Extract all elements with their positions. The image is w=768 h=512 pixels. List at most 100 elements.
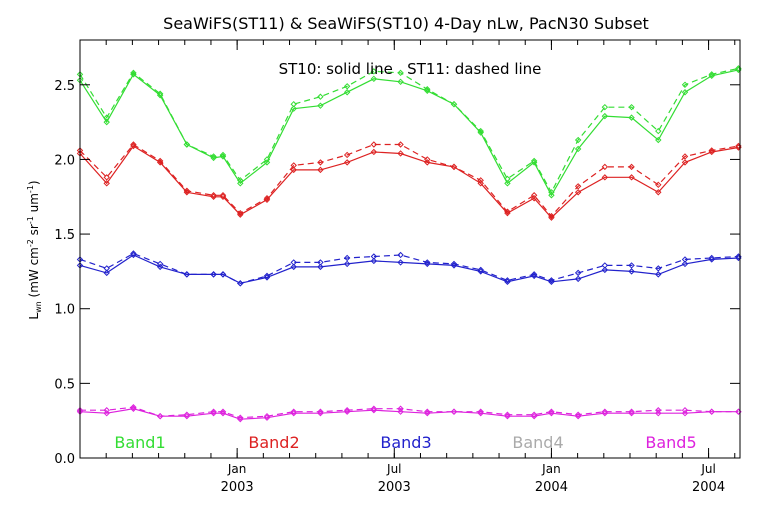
band1-st11-point <box>424 86 431 93</box>
band2-st10-point <box>655 189 662 196</box>
band1-st11-point <box>708 71 715 78</box>
band5-st11-point <box>708 408 715 415</box>
band5-st11-point <box>263 412 271 420</box>
y-tick-label: 0.0 <box>54 452 75 467</box>
band1-st11-point <box>601 103 609 111</box>
band1-st11-point <box>103 114 110 121</box>
plot-frame <box>79 39 741 459</box>
band1-st10-point <box>655 136 662 144</box>
band3-st10-point <box>655 271 662 278</box>
band2-st10-point <box>477 180 484 187</box>
x-tick-month-label: Jul <box>700 462 715 476</box>
band1-st10-point <box>397 78 404 86</box>
band5-st11-point <box>103 407 110 414</box>
band5-st10-point <box>103 410 110 417</box>
band2-st11-point <box>130 141 137 148</box>
legend-band1: Band1 <box>114 433 165 452</box>
band3-st11-point <box>655 265 662 272</box>
band2-st11-point <box>548 212 555 220</box>
x-tick-month-label: Jan <box>227 462 247 476</box>
band3-st11-point <box>156 260 164 268</box>
band3-st11-point <box>317 259 324 266</box>
y-tick-label: 0.5 <box>54 377 75 392</box>
band5-st11-point <box>130 404 137 411</box>
y-axis-label-units: (mW cm <box>27 247 41 297</box>
band3-st11-point <box>397 251 404 259</box>
band2-st11-point <box>655 181 662 189</box>
band2-st11-point <box>263 195 271 202</box>
band2-st11-point <box>628 163 635 171</box>
band3-st10-point <box>628 268 635 275</box>
y-axis-label-end: um <box>27 193 41 216</box>
band1-st11-point <box>219 151 227 159</box>
legend-band4: Band4 <box>512 433 563 452</box>
chart-title: SeaWiFS(ST11) & SeaWiFS(ST10) 4-Day nLw,… <box>163 14 649 33</box>
line-style-annotation: ST10: solid line ST11: dashed line <box>279 60 542 78</box>
band5-st11-point <box>574 411 582 418</box>
band5-st11-point <box>628 408 635 415</box>
band3-st11-point <box>601 262 609 269</box>
band3-st10-point <box>370 257 378 265</box>
band1-st11-point <box>156 90 164 97</box>
band2-st11-point <box>290 162 297 169</box>
band2-st10-point <box>601 174 609 181</box>
band2-st10-point <box>370 148 378 156</box>
x-tick-year-label: 2004 <box>692 480 725 495</box>
band2-st10-point <box>681 159 689 166</box>
band1-st11-point <box>237 177 244 184</box>
band5-st11-point <box>450 408 458 415</box>
band1-st10-point <box>103 118 110 126</box>
y-axis-label-sup3: -1 <box>26 185 35 193</box>
band1-st11-point <box>183 141 191 148</box>
legend: Band1 Band2 Band3 Band4 Band5 <box>114 433 696 452</box>
band1-st11-point <box>450 100 458 108</box>
band1-st11-point <box>370 68 378 75</box>
band3-st11-point <box>237 280 244 287</box>
band2-st11-point <box>183 187 191 194</box>
band3-st10-point <box>601 266 609 274</box>
band1-st10-point <box>263 159 271 166</box>
band1-st10-point <box>574 145 582 153</box>
band3-st11-point <box>103 265 110 272</box>
band5-st11-point <box>397 405 404 412</box>
legend-band2: Band2 <box>248 433 299 452</box>
band3-st11-point <box>681 256 689 263</box>
band1-st10-point <box>548 192 555 199</box>
y-tick-label: 1.5 <box>54 228 75 243</box>
band3-st10-point <box>156 263 164 271</box>
band1-st10-point <box>601 112 609 120</box>
band3-st11-point <box>574 269 582 277</box>
band3-st11-point <box>343 254 351 262</box>
band2-st11-point <box>317 159 324 166</box>
band5-st11-point <box>210 408 217 415</box>
band1-st11-point <box>263 156 271 163</box>
band2-st10-point <box>343 159 351 166</box>
band2-st10-point <box>103 180 110 187</box>
band2-st11-point <box>477 177 484 184</box>
y-axis-label-subscript: wn <box>34 301 43 313</box>
band5-st11-point <box>343 407 351 414</box>
band1-st10-point <box>343 89 351 96</box>
band1-st11-point <box>628 103 635 111</box>
band1-st10-point <box>681 89 689 96</box>
axes: 0.0 0.5 1.0 1.5 2.0 2.5 Jan 2003 Jul 2003 Jan 2004 J… <box>54 40 740 495</box>
band2-st11-point <box>397 141 404 148</box>
band3-st11-point <box>548 277 555 284</box>
band5-st11-point <box>681 407 689 414</box>
band2-st10-point <box>530 195 538 202</box>
band2-st10-point <box>317 166 324 174</box>
band5-st11-point <box>370 405 378 412</box>
band2-st11-point <box>103 174 110 181</box>
band2-st11-point <box>343 151 351 159</box>
band5-st11-point <box>183 411 191 418</box>
y-axis-label-sup1: -2 <box>26 239 35 247</box>
band2-st10-point <box>397 150 404 157</box>
band2-st11-point <box>156 157 164 165</box>
band2-st11-point <box>708 147 715 154</box>
band5-st11-point <box>219 408 227 415</box>
band3-st10-point <box>290 263 297 271</box>
band5-st10-point <box>681 410 689 417</box>
band1-st11-point <box>548 189 555 196</box>
band5-st11-point <box>156 412 164 420</box>
band1-st11-point <box>530 157 538 165</box>
